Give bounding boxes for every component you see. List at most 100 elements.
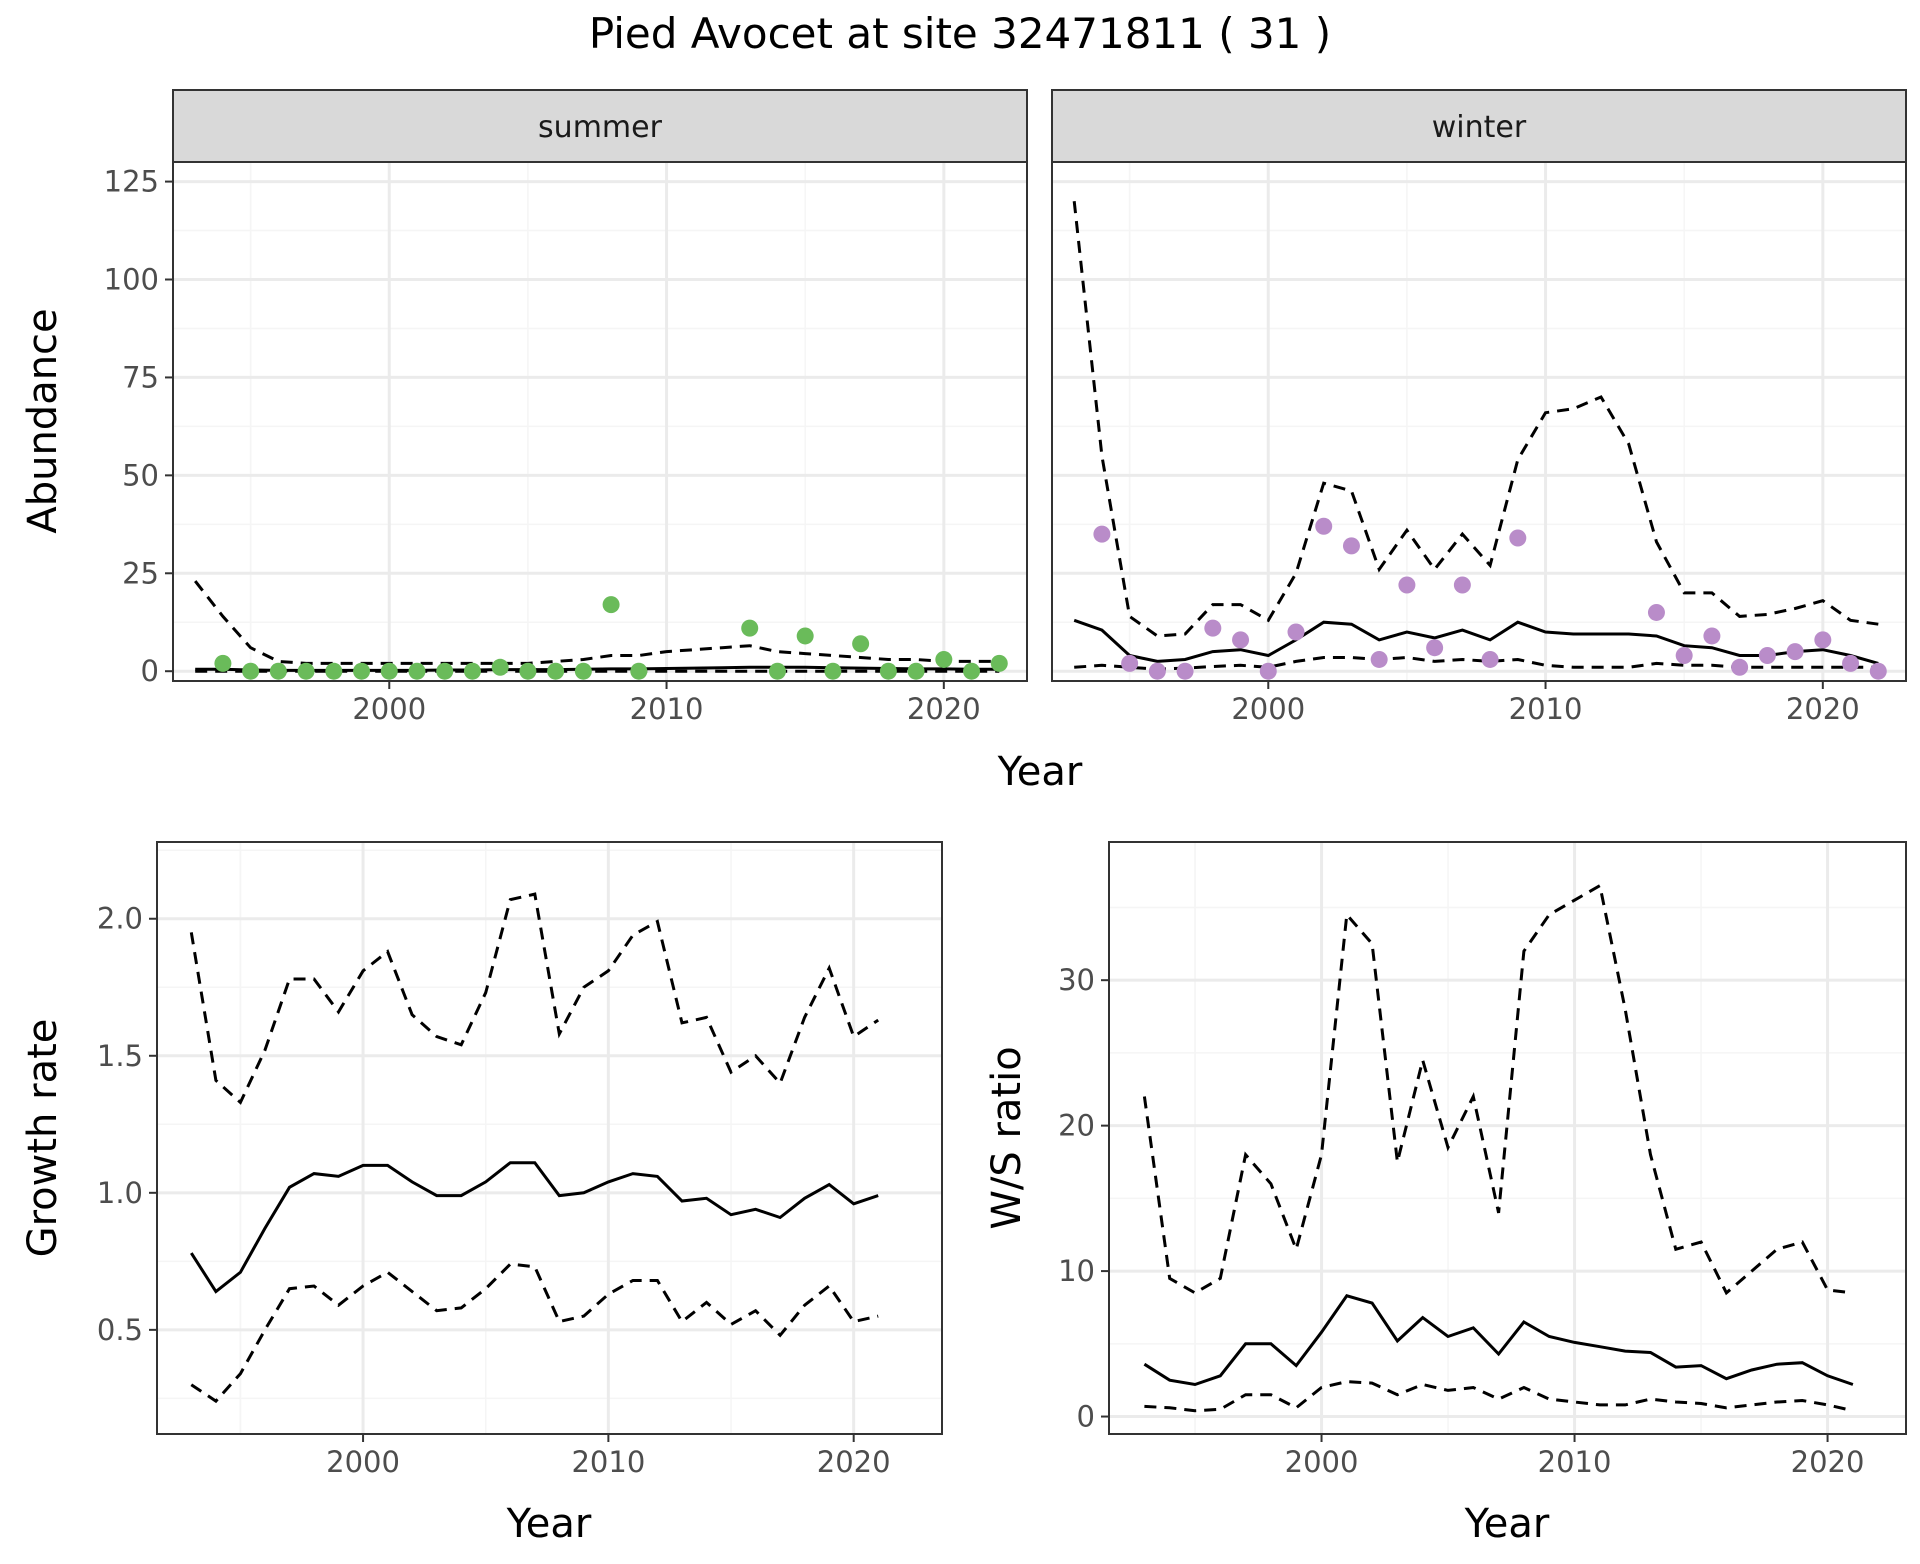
ws-ratio-panel-border <box>1108 841 1907 1435</box>
abundance-y-axis-label: Abundance <box>20 308 66 533</box>
abundance-summer-x-tick-label: 2000 <box>352 692 426 726</box>
abundance-summer-panel-background <box>173 162 1027 681</box>
ws-ratio-estimate-line <box>1143 1294 1854 1387</box>
abundance-winter-x-tick-label: 2000 <box>1231 692 1305 726</box>
abundance-summer-data-point <box>269 662 287 680</box>
growth-rate-y-tick-label: 1.5 <box>97 1039 143 1073</box>
facet-strip-winter: winter <box>1051 89 1907 163</box>
abundance-winter-data-point <box>1342 537 1360 555</box>
ws-ratio-y-tick-label: 20 <box>1058 1109 1095 1143</box>
abundance-winter-x-tick-label: 2020 <box>1786 692 1860 726</box>
ws-ratio-upper-bound-line <box>1142 883 1854 1296</box>
abundance-summer-y-tick-label: 75 <box>122 360 159 394</box>
abundance-winter-data-point <box>1758 647 1776 665</box>
abundance-summer-data-point <box>519 662 537 680</box>
growth-rate-x-tick-label: 2010 <box>571 1445 645 1479</box>
abundance-summer-data-point <box>990 654 1008 672</box>
growth-rate-x-tick-label: 2000 <box>326 1445 400 1479</box>
ws-ratio-chart: 2000 2010 2020 0 10 20 30 Year W/S ratio <box>984 841 1907 1547</box>
abundance-winter-data-point <box>1509 529 1527 547</box>
abundance-summer-data-point <box>963 662 981 680</box>
growth-rate-y-tick-label: 0.5 <box>97 1313 143 1347</box>
abundance-winter-panel-border <box>1051 161 1907 682</box>
ws-ratio-x-tick-label: 2010 <box>1538 1445 1612 1479</box>
abundance-summer-data-point <box>325 662 343 680</box>
abundance-summer-data-point <box>852 635 870 653</box>
facet-strip-summer: summer <box>172 89 1028 163</box>
abundance-winter-data-point <box>1204 619 1222 637</box>
ws-ratio-lower-bound-line <box>1144 1380 1854 1413</box>
abundance-summer-data-point <box>879 662 897 680</box>
abundance-summer-data-point <box>768 662 786 680</box>
facet-strip-label: winter <box>1432 110 1527 145</box>
growth-rate-y-axis-label: Growth rate <box>20 1019 66 1258</box>
abundance-winter-data-point <box>1148 662 1166 680</box>
growth-rate-chart: 2000 2010 2020 0.5 1.0 1.5 2.0 Year Growth rate <box>20 841 943 1547</box>
abundance-summer-panel-border <box>172 161 1028 682</box>
ws-ratio-y-tick-label: 10 <box>1058 1254 1095 1288</box>
ws-ratio-x-tick-label: 2000 <box>1285 1445 1359 1479</box>
abundance-winter-data-point <box>1786 643 1804 661</box>
abundance-summer-data-point <box>574 662 592 680</box>
growth-rate-panel: 2000 2010 2020 0.5 1.0 1.5 2.0 <box>97 841 943 1479</box>
abundance-winter-data-point <box>1675 647 1693 665</box>
abundance-winter-panel-background <box>1052 162 1906 681</box>
abundance-summer-data-point <box>741 619 759 637</box>
abundance-summer-data-point <box>907 662 925 680</box>
growth-rate-x-axis-label: Year <box>506 1501 592 1547</box>
abundance-winter-data-point <box>1647 603 1665 621</box>
growth-rate-estimate-line <box>190 1161 879 1294</box>
facet-strip-background <box>1051 89 1907 163</box>
ws-ratio-x-axis-label: Year <box>1464 1501 1550 1547</box>
abundance-summer-y-tick-label: 0 <box>141 654 159 688</box>
ws-ratio-panel: 2000 2010 2020 0 10 20 30 <box>1058 841 1907 1479</box>
abundance-winter-data-point <box>1842 654 1860 672</box>
abundance-winter-data-point <box>1232 631 1250 649</box>
abundance-winter-data-point <box>1315 517 1333 535</box>
abundance-summer-y-tick-label: 25 <box>122 556 159 590</box>
abundance-summer-y-tick-label: 100 <box>104 263 159 297</box>
growth-rate-panel-border <box>156 841 943 1435</box>
abundance-winter-data-point <box>1176 662 1194 680</box>
abundance-winter-upper-bound-line <box>1072 201 1879 638</box>
abundance-summer-panel: 2000 2010 2020 0 25 50 75 100 125 <box>104 161 1028 726</box>
abundance-summer-data-point <box>824 662 842 680</box>
abundance-summer-y-tick-label: 50 <box>122 458 159 492</box>
abundance-summer-data-point <box>796 627 814 645</box>
abundance-summer-data-point <box>630 662 648 680</box>
abundance-summer-upper-bound-line <box>194 580 1000 665</box>
abundance-summer-data-point <box>935 650 953 668</box>
facet-strip-label: summer <box>538 110 663 145</box>
abundance-winter-data-point <box>1703 627 1721 645</box>
ws-ratio-y-axis-label: W/S ratio <box>984 1046 1030 1229</box>
figure-title: Pied Avocet at site 32471811 ( 31 ) <box>589 9 1331 58</box>
growth-rate-x-tick-label: 2020 <box>817 1445 891 1479</box>
growth-rate-y-tick-label: 1.0 <box>97 1176 143 1210</box>
ws-ratio-y-tick-label: 0 <box>1077 1400 1095 1434</box>
abundance-summer-data-point <box>380 662 398 680</box>
abundance-winter-data-point <box>1426 639 1444 657</box>
abundance-summer-data-point <box>353 662 371 680</box>
ws-ratio-y-tick-label: 30 <box>1058 963 1095 997</box>
abundance-winter-estimate-line <box>1073 618 1879 665</box>
abundance-winter-data-point <box>1453 576 1471 594</box>
ws-ratio-panel-background <box>1109 842 1906 1434</box>
abundance-summer-data-point <box>214 654 232 672</box>
growth-rate-upper-bound-line <box>189 892 880 1105</box>
abundance-summer-data-point <box>242 662 260 680</box>
abundance-winter-panel: 2000 2010 2020 <box>1051 161 1907 726</box>
abundance-winter-data-point <box>1869 662 1887 680</box>
abundance-summer-y-tick-label: 125 <box>104 165 159 199</box>
abundance-summer-data-point <box>436 662 454 680</box>
abundance-winter-lower-bound-line <box>1074 655 1879 671</box>
abundance-summer-data-point <box>297 662 315 680</box>
abundance-x-axis-label: Year <box>997 749 1083 795</box>
abundance-winter-data-point <box>1370 650 1388 668</box>
abundance-summer-data-point <box>408 662 426 680</box>
abundance-winter-data-point <box>1814 631 1832 649</box>
growth-rate-panel-background <box>157 842 942 1434</box>
abundance-summer-data-point <box>463 662 481 680</box>
abundance-winter-data-point <box>1121 654 1139 672</box>
